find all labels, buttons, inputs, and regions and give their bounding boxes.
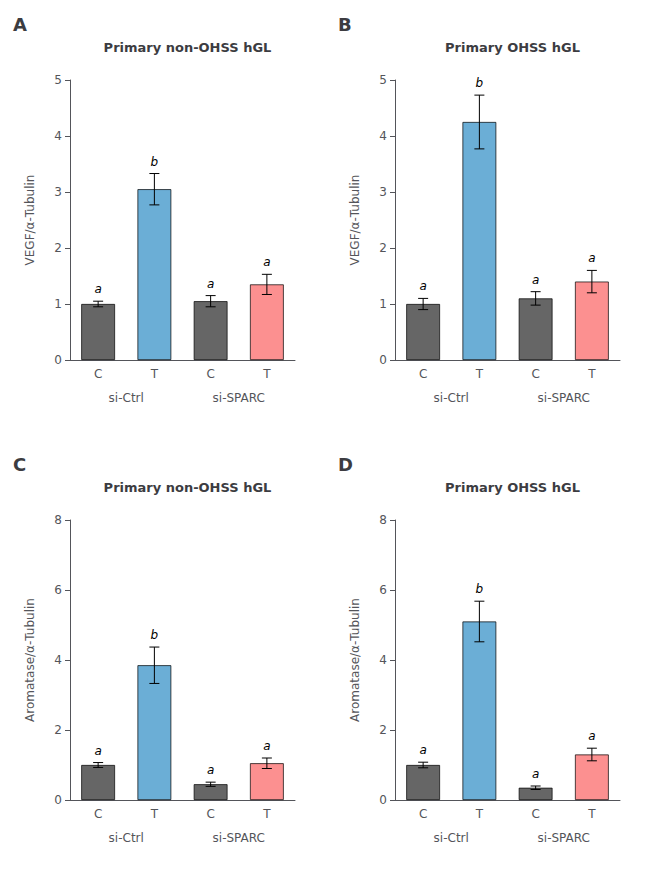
svg-text:T: T	[150, 807, 159, 821]
svg-text:T: T	[475, 367, 484, 381]
svg-text:3: 3	[379, 185, 387, 199]
svg-text:Aromatase/α-Tubulin: Aromatase/α-Tubulin	[23, 598, 37, 722]
svg-text:a: a	[263, 255, 270, 269]
svg-text:A: A	[13, 14, 27, 35]
svg-text:8: 8	[54, 513, 62, 527]
svg-text:b: b	[476, 76, 484, 90]
svg-text:C: C	[531, 807, 539, 821]
svg-text:C: C	[13, 454, 26, 475]
svg-text:a: a	[419, 279, 426, 293]
svg-text:5: 5	[54, 73, 62, 87]
svg-text:4: 4	[379, 653, 387, 667]
svg-text:4: 4	[54, 653, 62, 667]
svg-text:4: 4	[379, 129, 387, 143]
svg-text:Aromatase/α-Tubulin: Aromatase/α-Tubulin	[348, 598, 362, 722]
svg-text:VEGF/α-Tubulin: VEGF/α-Tubulin	[23, 175, 37, 266]
svg-text:2: 2	[54, 723, 62, 737]
svg-text:0: 0	[54, 353, 62, 367]
svg-text:T: T	[262, 807, 271, 821]
svg-text:6: 6	[54, 583, 62, 597]
svg-text:8: 8	[379, 513, 387, 527]
svg-text:si-SPARC: si-SPARC	[538, 391, 590, 405]
svg-text:2: 2	[379, 723, 387, 737]
svg-text:1: 1	[54, 297, 62, 311]
svg-text:5: 5	[379, 73, 387, 87]
svg-text:4: 4	[54, 129, 62, 143]
svg-text:b: b	[151, 628, 159, 642]
svg-text:2: 2	[54, 241, 62, 255]
svg-text:si-Ctrl: si-Ctrl	[434, 391, 469, 405]
svg-text:a: a	[588, 251, 595, 265]
svg-text:3: 3	[54, 185, 62, 199]
svg-text:VEGF/α-Tubulin: VEGF/α-Tubulin	[348, 175, 362, 266]
svg-text:a: a	[532, 767, 539, 781]
svg-text:Primary OHSS hGL: Primary OHSS hGL	[445, 40, 580, 55]
svg-text:C: C	[206, 807, 214, 821]
svg-text:0: 0	[379, 353, 387, 367]
svg-text:T: T	[262, 367, 271, 381]
svg-text:C: C	[419, 807, 427, 821]
svg-text:T: T	[475, 807, 484, 821]
svg-text:2: 2	[379, 241, 387, 255]
svg-text:si-SPARC: si-SPARC	[213, 391, 265, 405]
svg-text:a: a	[532, 273, 539, 287]
svg-text:si-Ctrl: si-Ctrl	[434, 831, 469, 845]
svg-text:D: D	[338, 454, 353, 475]
svg-text:C: C	[531, 367, 539, 381]
svg-text:T: T	[587, 367, 596, 381]
svg-text:Primary OHSS hGL: Primary OHSS hGL	[445, 480, 580, 495]
svg-text:Primary non-OHSS hGL: Primary non-OHSS hGL	[104, 40, 272, 55]
svg-text:Primary non-OHSS hGL: Primary non-OHSS hGL	[104, 480, 272, 495]
svg-text:a: a	[207, 763, 214, 777]
svg-text:si-SPARC: si-SPARC	[213, 831, 265, 845]
svg-text:si-SPARC: si-SPARC	[538, 831, 590, 845]
svg-text:b: b	[476, 582, 484, 596]
svg-text:0: 0	[379, 793, 387, 807]
svg-text:T: T	[587, 807, 596, 821]
svg-text:C: C	[94, 807, 102, 821]
svg-text:B: B	[338, 14, 352, 35]
svg-text:a: a	[263, 739, 270, 753]
svg-text:b: b	[151, 155, 159, 169]
svg-text:6: 6	[379, 583, 387, 597]
svg-text:a: a	[419, 743, 426, 757]
svg-text:C: C	[419, 367, 427, 381]
svg-text:a: a	[94, 744, 101, 758]
svg-text:si-Ctrl: si-Ctrl	[109, 391, 144, 405]
svg-text:C: C	[94, 367, 102, 381]
svg-text:a: a	[207, 277, 214, 291]
svg-text:T: T	[150, 367, 159, 381]
svg-text:1: 1	[379, 297, 387, 311]
svg-text:si-Ctrl: si-Ctrl	[109, 831, 144, 845]
svg-text:C: C	[206, 367, 214, 381]
svg-text:a: a	[94, 282, 101, 296]
svg-text:0: 0	[54, 793, 62, 807]
svg-text:a: a	[588, 729, 595, 743]
